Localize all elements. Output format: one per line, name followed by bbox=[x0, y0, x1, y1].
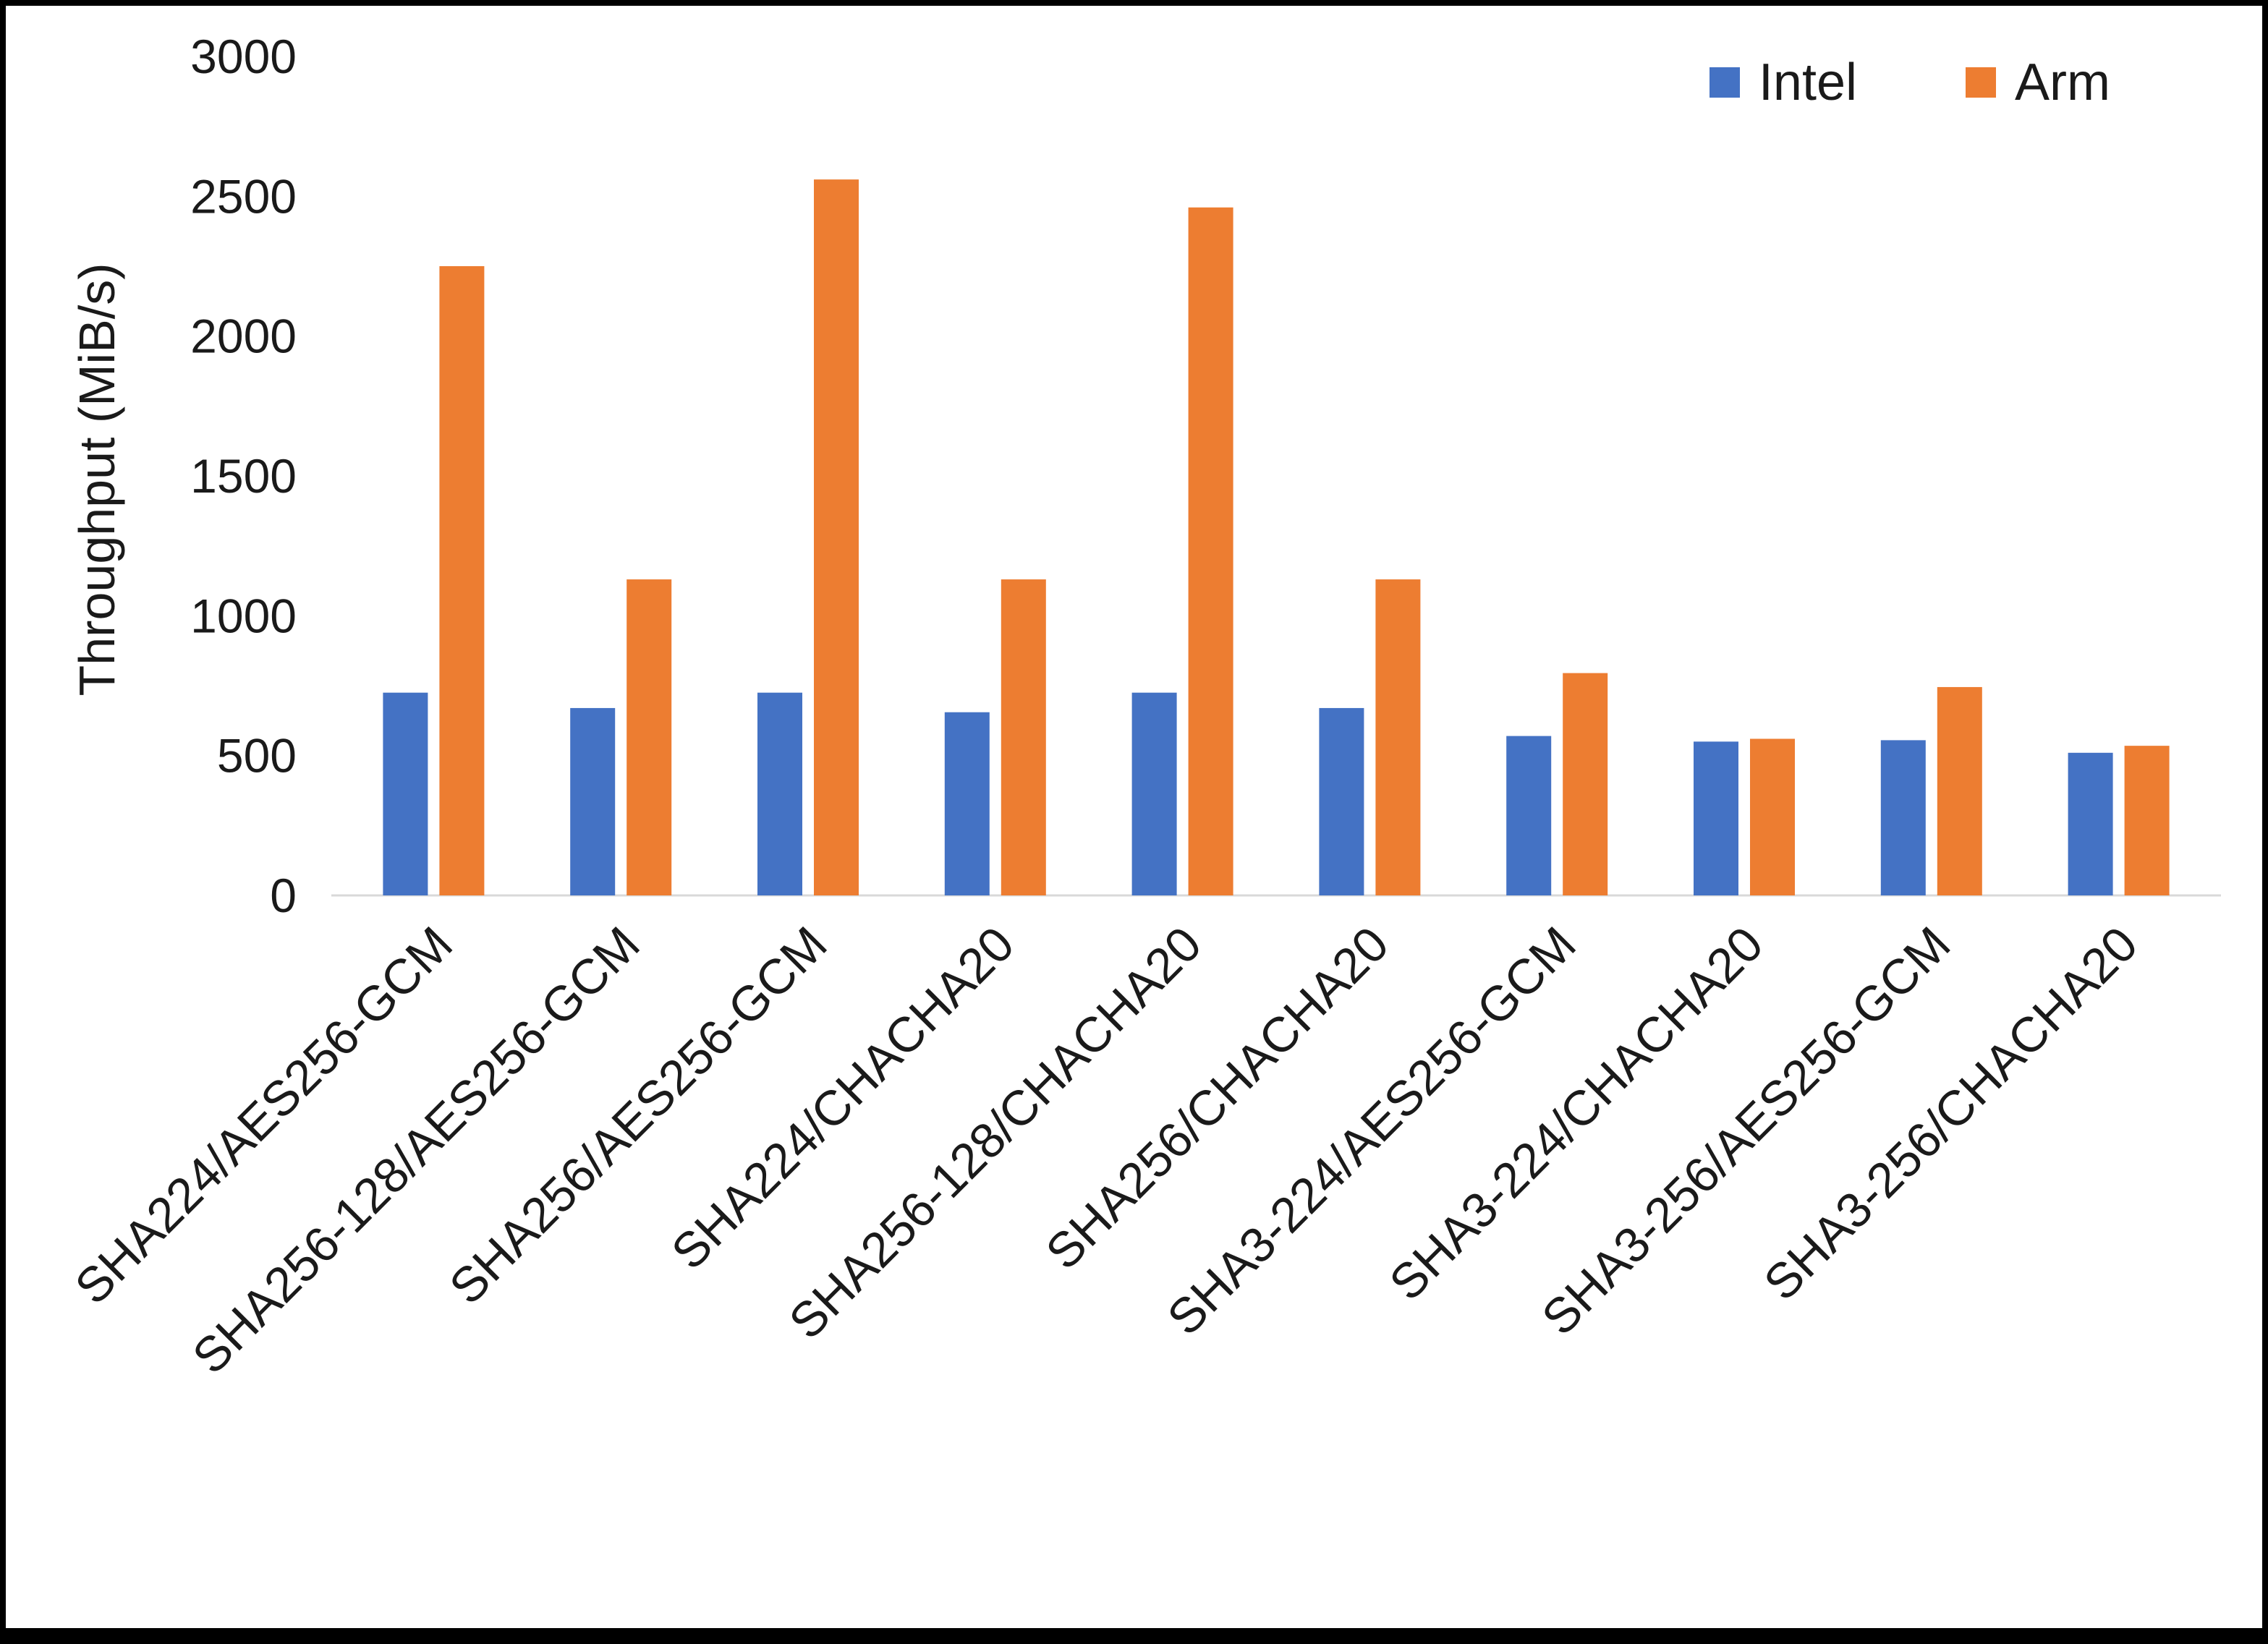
legend-label-intel: Intel bbox=[1758, 54, 1858, 111]
intel-bar bbox=[570, 707, 616, 895]
intel-series-swatch bbox=[1709, 67, 1740, 98]
y-tick-label: 2000 bbox=[190, 310, 297, 363]
x-category-label: SHA256/AES256-GCM bbox=[439, 916, 838, 1315]
arm-bar bbox=[1001, 579, 1046, 895]
y-tick-label: 1000 bbox=[190, 589, 297, 642]
x-category-label: SHA224/CHACHA20 bbox=[661, 916, 1025, 1280]
bar-chart: Throughput (MiB/s) 0 500 1000 1500 2000 2500 3… bbox=[64, 30, 2221, 1384]
y-tick-label: 2500 bbox=[190, 169, 297, 223]
x-category-label: SHA256/CHACHA20 bbox=[1035, 916, 1399, 1280]
plot-area: 0 500 1000 1500 2000 2500 3000 SHA224/AES256-GC… bbox=[64, 30, 2221, 1384]
intel-bar bbox=[1131, 692, 1177, 895]
intel-bar bbox=[1319, 707, 1364, 895]
y-tick-label: 500 bbox=[217, 729, 297, 783]
y-tick-label: 3000 bbox=[190, 30, 297, 83]
y-tick-label: 0 bbox=[270, 869, 297, 922]
y-tick-label: 1500 bbox=[190, 449, 297, 503]
x-category-label: SHA224/AES256-GCM bbox=[64, 916, 463, 1315]
arm-bar bbox=[439, 266, 485, 895]
arm-bar bbox=[1750, 738, 1795, 895]
x-category-label: SHA3-256/CHACHA20 bbox=[1754, 916, 2148, 1311]
intel-bar bbox=[757, 692, 802, 895]
intel-bar bbox=[944, 712, 990, 895]
legend-item-intel: Intel bbox=[1709, 54, 1858, 111]
arm-bar bbox=[2124, 746, 2170, 895]
arm-bar bbox=[814, 179, 859, 896]
arm-bar bbox=[1188, 207, 1233, 895]
x-category-label: SHA3-224/CHACHA20 bbox=[1379, 916, 1773, 1311]
intel-bar bbox=[1694, 741, 1738, 895]
intel-bar bbox=[1506, 736, 1552, 895]
arm-series-swatch bbox=[1966, 67, 1997, 98]
arm-bar bbox=[627, 579, 672, 895]
intel-bar bbox=[2068, 752, 2113, 895]
legend-item-arm: Arm bbox=[1966, 56, 2110, 108]
intel-bar bbox=[1880, 740, 1926, 895]
arm-bar bbox=[1375, 579, 1421, 895]
legend-label-arm: Arm bbox=[2015, 54, 2110, 111]
y-axis-title: Throughput (MiB/s) bbox=[69, 263, 125, 696]
arm-bar bbox=[1563, 673, 1608, 895]
arm-bar bbox=[1937, 686, 1982, 895]
legend: Intel Arm bbox=[1709, 54, 2110, 111]
intel-bar bbox=[383, 692, 428, 895]
